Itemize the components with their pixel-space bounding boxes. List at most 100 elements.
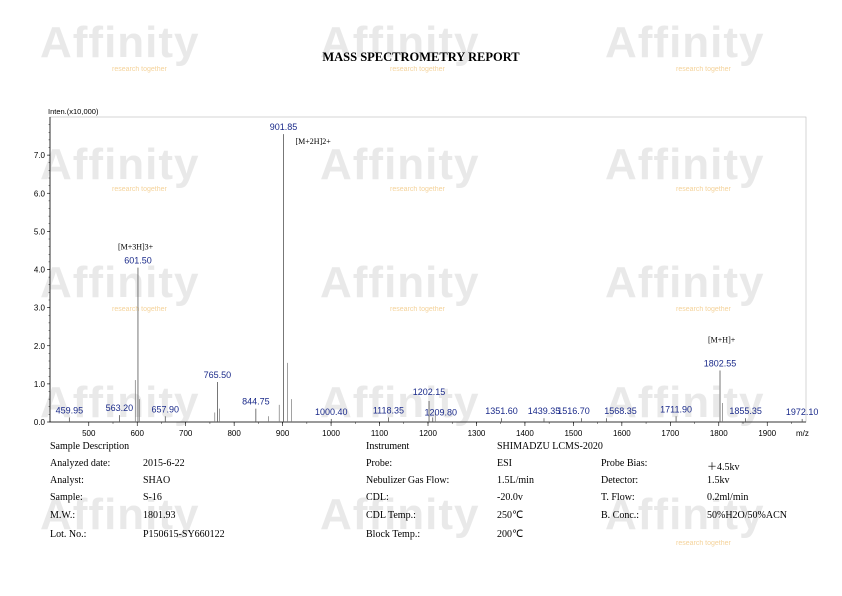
instrument-label: CDL Temp.: [366, 510, 416, 521]
sample-label: Lot. No.: [50, 529, 87, 540]
instrument-value: 1.5kv [707, 475, 730, 486]
peak-label: 563.20 [106, 403, 134, 413]
x-tick-label: 1800 [710, 429, 728, 438]
peak-label: 901.85 [270, 122, 298, 132]
watermark-logo: Affinity [40, 258, 200, 307]
x-tick-label: 1600 [613, 429, 631, 438]
watermark-tagline: research together [112, 306, 167, 313]
peak-label: 1000.40 [315, 407, 348, 417]
peak-annotation: [M+2H]2+ [296, 137, 332, 146]
y-tick-label: 5.0 [34, 227, 46, 236]
peak-label: 1972.10 [786, 407, 819, 417]
instrument-value: -20.0v [497, 492, 523, 503]
watermark-logo: Affinity [40, 140, 200, 189]
watermark-logo: Affinity [320, 490, 480, 539]
sample-value: S-16 [143, 492, 162, 503]
watermark-logo: Affinity [605, 490, 765, 539]
peak-annotation: [M+H]+ [708, 336, 736, 345]
y-tick-label: 3.0 [34, 304, 46, 313]
sample-value: 1801.93 [143, 510, 176, 521]
y-tick-label: 0.0 [34, 418, 46, 427]
instrument-label: Block Temp.: [366, 529, 421, 540]
report-title: MASS SPECTROMETRY REPORT [322, 50, 520, 64]
x-tick-label: 1100 [371, 429, 389, 438]
peak-label: 601.50 [124, 256, 152, 266]
watermark-tagline: research together [390, 186, 445, 193]
watermark-logo: Affinity [320, 18, 480, 67]
instrument-value: 200℃ [497, 529, 524, 540]
instrument-value: 0.2ml/min [707, 492, 749, 503]
watermark-tagline: research together [112, 66, 167, 73]
instrument-label: Detector: [601, 475, 639, 486]
x-tick-label: 1400 [516, 429, 534, 438]
sample-value: P150615-SY660122 [143, 529, 225, 540]
sample-value: 2015-6-22 [143, 458, 185, 469]
sample-value: SHAO [143, 475, 171, 486]
instrument-value: ＋4.5kv [707, 462, 740, 473]
watermark-logo: Affinity [40, 490, 200, 539]
peak-annotation: [M+3H]3+ [118, 243, 154, 252]
x-tick-label: 1300 [468, 429, 486, 438]
instrument-label: Nebulizer Gas Flow: [366, 475, 450, 486]
instrument-value: 1.5L/min [497, 475, 534, 486]
sample-label: M.W.: [50, 510, 76, 521]
instrument-heading: Instrument [366, 441, 410, 452]
peak-label: 1439.35 [528, 406, 561, 416]
watermark-logo: Affinity [320, 378, 480, 427]
y-axis-label: Inten.(x10,000) [48, 107, 99, 116]
plot-frame [49, 116, 807, 423]
watermark-logo: Affinity [40, 18, 200, 67]
instrument-label: Probe: [366, 458, 393, 469]
sample-label: Analyzed date: [50, 458, 111, 469]
x-axis-label: m/z [796, 429, 809, 438]
x-tick-label: 500 [82, 429, 96, 438]
mass-spectrum-chart: Inten.(x10,000) m/z 0.0 1.0 2.0 3.0 4.0 5.0 6.… [34, 107, 819, 438]
x-tick-label: 1900 [758, 429, 776, 438]
peak-label: 1351.60 [485, 406, 518, 416]
peak-label: 1118.35 [373, 405, 404, 415]
watermark-logo: Affinity [320, 258, 480, 307]
instrument-model: SHIMADZU LCMS-2020 [497, 441, 603, 452]
watermark-tagline: research together [390, 66, 445, 73]
peak-label: 657.90 [152, 404, 180, 414]
y-tick-label: 7.0 [34, 151, 46, 160]
watermark-logo: Affinity [605, 258, 765, 307]
watermark-logo: Affinity [605, 140, 765, 189]
peak-label: 1802.55 [704, 359, 737, 369]
y-tick-label: 4.0 [34, 266, 46, 275]
instrument-label: CDL: [366, 492, 389, 503]
watermark-logo: Affinity [605, 18, 765, 67]
y-tick-label: 2.0 [34, 342, 46, 351]
watermark-tagline: research together [676, 66, 731, 73]
instrument-value: 50%H2O/50%ACN [707, 510, 787, 521]
peak-label: 765.50 [204, 370, 232, 380]
peak-label: 1855.35 [729, 406, 762, 416]
peak-label: 459.95 [56, 405, 84, 415]
watermark-tagline: research together [390, 306, 445, 313]
instrument-value: ESI [497, 458, 512, 469]
x-tick-label: 700 [179, 429, 193, 438]
watermark-logo: Affinity [320, 140, 480, 189]
watermark-tagline: research together [676, 186, 731, 193]
x-tick-label: 1700 [661, 429, 679, 438]
instrument-value: 250℃ [497, 510, 524, 521]
peak-label: 844.75 [242, 397, 270, 407]
x-tick-label: 900 [276, 429, 290, 438]
watermark-tagline: research together [112, 186, 167, 193]
peak-label: 1516.70 [557, 406, 590, 416]
watermark-logo: Affinity [605, 378, 765, 427]
x-tick-label: 600 [131, 429, 145, 438]
x-tick-label: 800 [227, 429, 241, 438]
peak-label: 1711.90 [660, 404, 692, 414]
watermark-tagline: research together [676, 540, 731, 547]
peak-label: 1209.80 [424, 407, 457, 417]
peak-label: 1568.35 [604, 406, 637, 416]
x-tick-label: 1000 [322, 429, 340, 438]
sample-description-heading: Sample Description [50, 441, 130, 452]
x-tick-label: 1200 [419, 429, 437, 438]
instrument-label: Probe Bias: [601, 458, 648, 469]
peak-label: 1202.15 [413, 387, 446, 397]
instrument-label: T. Flow: [601, 492, 635, 503]
instrument-label: B. Conc.: [601, 510, 640, 521]
x-tick-label: 1500 [564, 429, 582, 438]
